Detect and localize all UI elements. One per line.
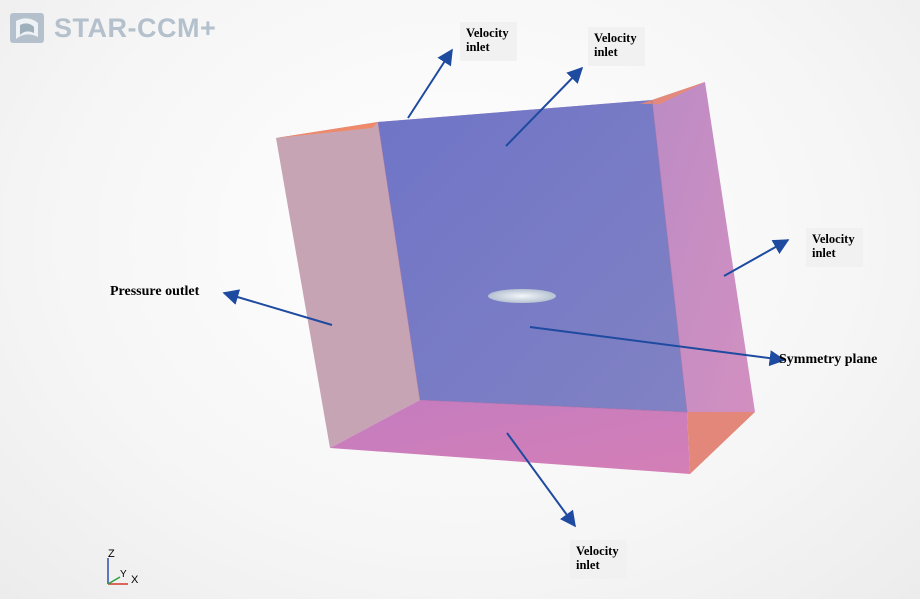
arrow-symmetry-plane (529, 326, 786, 367)
arrow-top-left-inlet (407, 48, 453, 119)
axis-x-label: X (131, 574, 139, 586)
top-right-corner-highlight (640, 82, 705, 104)
star-ccm-logo-icon (10, 13, 44, 43)
front-face-symmetry-plane[interactable] (378, 100, 687, 412)
label-velocity-inlet-top-center: Velocity inlet (588, 27, 645, 66)
y-axis-line (107, 576, 121, 585)
label-velocity-inlet-top-left: Velocity inlet (460, 22, 517, 61)
left-face-pressure-outlet[interactable] (276, 122, 420, 448)
label-pressure-outlet: Pressure outlet (110, 284, 200, 299)
arrow-right-inlet (723, 239, 790, 277)
label-velocity-inlet-right: Velocity inlet (806, 228, 863, 267)
star-ccm-logo: STAR-CCM+ (8, 10, 216, 46)
axis-y-label: Y (120, 569, 127, 580)
top-left-corner-highlight (276, 122, 378, 138)
box-edges (377, 99, 688, 413)
label-symmetry-plane: Symmetry plane (779, 352, 878, 367)
bottom-right-face (687, 412, 755, 474)
axis-z-label: Z (108, 548, 115, 560)
body-object[interactable] (488, 289, 556, 303)
app-logo-text: STAR-CCM+ (54, 12, 217, 43)
label-velocity-inlet-bottom: Velocity inlet (570, 540, 627, 579)
arrow-pressure-outlet (222, 289, 333, 326)
arrow-bottom-inlet (506, 432, 576, 528)
arrow-top-center-inlet (505, 66, 584, 147)
axis-triad[interactable]: Z Y X (98, 546, 150, 592)
